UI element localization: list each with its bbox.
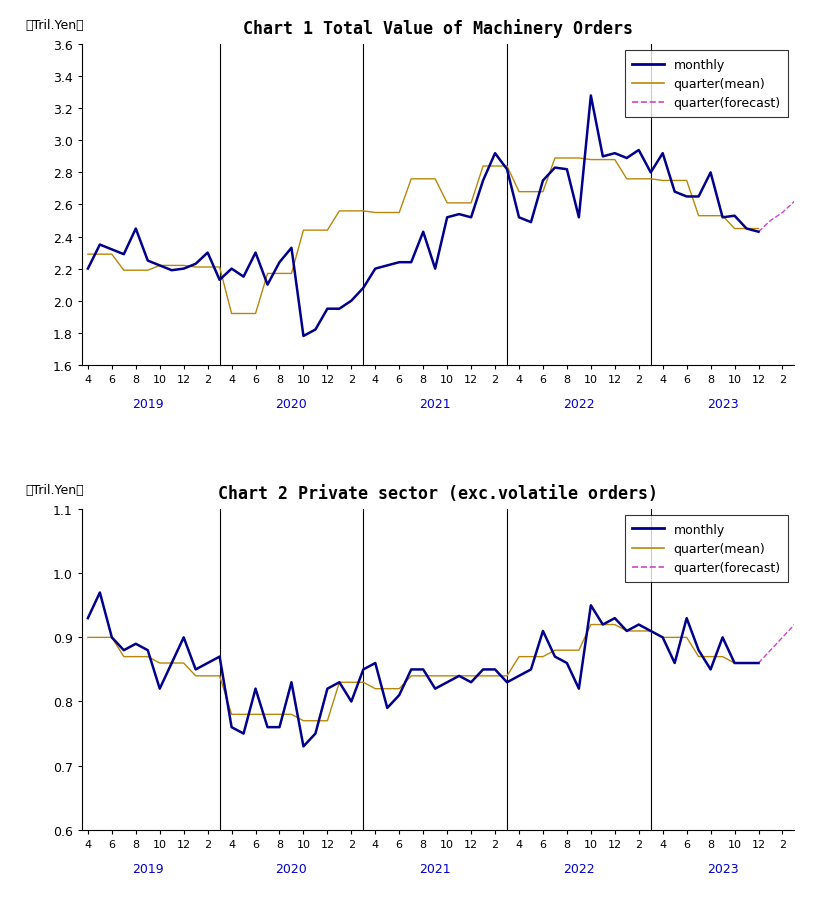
Text: 2021: 2021 (419, 398, 451, 410)
Text: 2022: 2022 (563, 398, 595, 410)
Text: 2022: 2022 (563, 862, 595, 875)
Text: 2023: 2023 (707, 398, 739, 410)
Legend: monthly, quarter(mean), quarter(forecast): monthly, quarter(mean), quarter(forecast… (625, 516, 788, 582)
Text: 2021: 2021 (419, 862, 451, 875)
Title: Chart 1 Total Value of Machinery Orders: Chart 1 Total Value of Machinery Orders (243, 19, 633, 38)
Text: 2020: 2020 (275, 862, 307, 875)
Text: （Tril.Yen）: （Tril.Yen） (25, 19, 84, 32)
Text: 2020: 2020 (275, 398, 307, 410)
Title: Chart 2 Private sector (exc.volatile orders): Chart 2 Private sector (exc.volatile ord… (218, 484, 658, 502)
Legend: monthly, quarter(mean), quarter(forecast): monthly, quarter(mean), quarter(forecast… (625, 51, 788, 118)
Text: 2023: 2023 (707, 862, 739, 875)
Text: （Tril.Yen）: （Tril.Yen） (25, 483, 84, 497)
Text: 2019: 2019 (132, 862, 164, 875)
Text: 2019: 2019 (132, 398, 164, 410)
